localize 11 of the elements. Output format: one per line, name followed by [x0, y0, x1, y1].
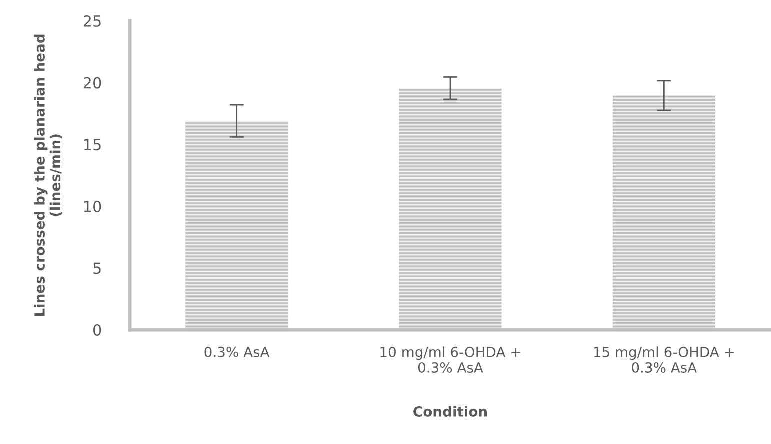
- y-tick-label: 0: [94, 324, 102, 336]
- y-tick-label: 15: [84, 139, 101, 151]
- x-tick-label: 0.3% AsA: [204, 346, 270, 358]
- y-tick-label: 20: [84, 77, 102, 89]
- x-tick-label: 15 mg/ml 6-OHDA + 0.3% AsA: [594, 346, 734, 373]
- y-axis-title: Lines crossed by the planarian head (lines/min): [34, 34, 62, 316]
- y-tick-label: 25: [84, 15, 101, 28]
- y-tick-label: 10: [84, 200, 102, 212]
- y-tick-label: 5: [94, 262, 101, 274]
- x-axis-title: Condition: [414, 406, 487, 417]
- x-tick-label: 10 mg/ml 6-OHDA + 0.3% AsA: [380, 346, 520, 373]
